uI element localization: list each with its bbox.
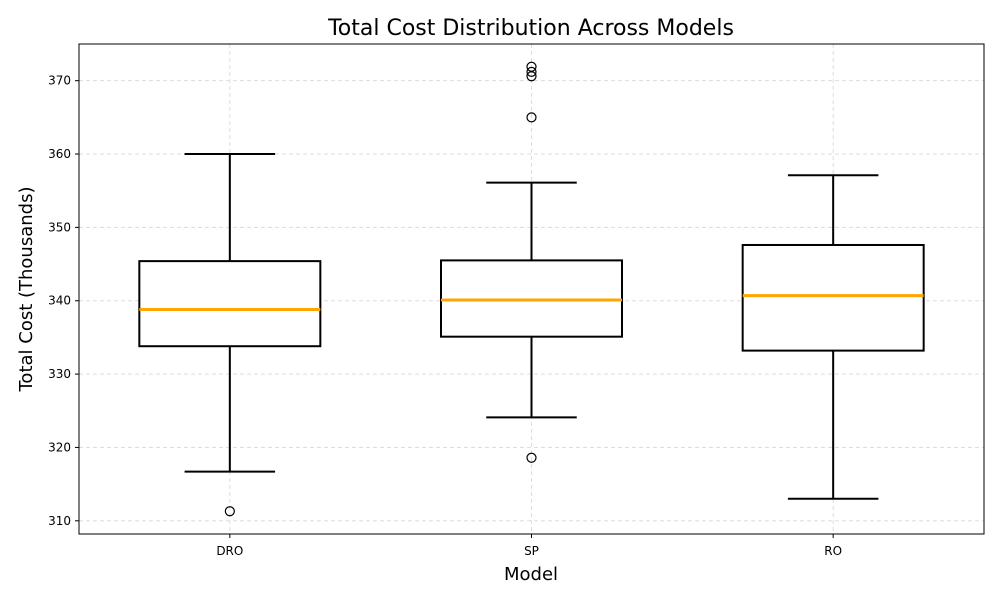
outlier-point bbox=[526, 61, 537, 72]
iqr-box bbox=[741, 243, 925, 352]
x-axis-label: Model bbox=[504, 564, 558, 585]
x-tick-label: SP bbox=[524, 544, 539, 558]
box-sp bbox=[440, 61, 623, 463]
y-tick-label: 310 bbox=[48, 514, 71, 528]
outlier-point bbox=[224, 506, 235, 517]
x-tick-label: DRO bbox=[216, 544, 243, 558]
box-ro bbox=[741, 174, 925, 500]
y-tick-label: 370 bbox=[48, 74, 71, 88]
y-tick-label: 360 bbox=[48, 147, 71, 161]
boxes bbox=[138, 61, 925, 517]
y-tick-label: 320 bbox=[48, 440, 71, 454]
axis-ticks: 310 320 330 340 350 360 370 DRO SP RO bbox=[48, 74, 842, 558]
chart-title: Total Cost Distribution Across Models bbox=[327, 16, 734, 41]
outlier-point bbox=[526, 452, 537, 463]
x-tick-label: RO bbox=[824, 544, 842, 558]
iqr-box bbox=[138, 260, 322, 348]
y-tick-label: 340 bbox=[48, 294, 71, 308]
outlier-point bbox=[526, 112, 537, 123]
y-tick-label: 330 bbox=[48, 367, 71, 381]
box-dro bbox=[138, 153, 322, 517]
y-tick-label: 350 bbox=[48, 220, 71, 234]
outlier-point bbox=[526, 66, 537, 77]
y-axis-label: Total Cost (Thousands) bbox=[16, 187, 37, 393]
